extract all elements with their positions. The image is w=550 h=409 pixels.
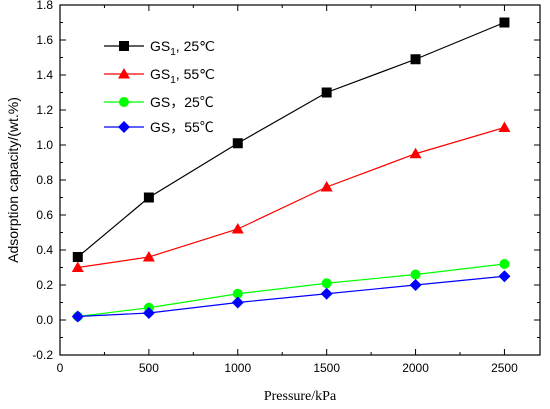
series-4: [71, 270, 511, 323]
data-point-diamond: [142, 307, 155, 319]
legend-item: GS，55℃: [104, 119, 214, 135]
y-tick-label: 1.0: [36, 138, 53, 152]
series-1: [72, 17, 510, 262]
legend-label: GS，25℃: [150, 94, 214, 110]
data-point-diamond: [320, 287, 333, 300]
data-point-diamond: [498, 270, 511, 283]
x-axis-title: Pressure/kPa: [264, 389, 337, 404]
data-point-diamond: [71, 310, 84, 323]
y-tick-label: 1.8: [36, 0, 53, 12]
data-point-triangle: [118, 68, 130, 79]
y-tick-label: 0.6: [36, 208, 53, 222]
y-tick-label: 0.4: [36, 243, 53, 257]
data-point-square: [499, 17, 510, 28]
x-tick-label: 500: [139, 361, 159, 375]
data-point-circle: [119, 97, 129, 107]
data-point-triangle: [409, 147, 422, 159]
x-tick-label: 1000: [224, 361, 251, 375]
data-point-triangle: [71, 261, 84, 272]
legend-label: GS1, 55℃: [150, 66, 215, 86]
data-point-diamond: [118, 121, 130, 133]
legend: GS1, 25℃ GS1, 55℃ GS，25℃ GS，55℃: [104, 38, 215, 135]
legend-item: GS1, 25℃: [104, 38, 215, 58]
data-point-square: [410, 54, 421, 65]
data-point-triangle: [320, 181, 333, 192]
data-point-circle: [321, 278, 332, 289]
y-tick-label: 0.8: [36, 173, 53, 187]
data-point-circle: [499, 259, 510, 269]
legend-item: GS1, 55℃: [104, 66, 215, 86]
data-point-square: [321, 87, 332, 98]
legend-label: GS1, 25℃: [150, 38, 215, 58]
data-point-triangle: [231, 223, 244, 234]
data-point-circle: [232, 288, 243, 299]
x-tick-label: 0: [57, 361, 64, 375]
axis-ticks: 0 500 1000 1500 2000 2500 -0.2 0.0 0.2 0.4 0.6 0.8 1…: [32, 0, 540, 375]
data-point-square: [72, 252, 83, 262]
data-point-diamond: [409, 279, 422, 291]
series-line: [77, 275, 505, 318]
y-tick-label: 0.2: [36, 278, 53, 292]
data-point-square: [143, 192, 154, 203]
legend-item: GS，25℃: [104, 94, 214, 110]
legend-label: GS，55℃: [150, 119, 214, 135]
series-layer: [71, 17, 511, 323]
y-tick-label: 0.0: [36, 313, 53, 327]
series-2: [71, 121, 511, 272]
x-tick-label: 2000: [402, 361, 429, 375]
y-tick-label: -0.2: [32, 348, 53, 362]
x-tick-label: 1500: [313, 361, 340, 375]
series-line: [77, 263, 505, 318]
plot-frame: [59, 4, 541, 356]
data-point-circle: [410, 269, 421, 280]
series-line: [77, 126, 505, 269]
y-tick-label: 1.4: [36, 68, 53, 82]
data-point-square: [232, 138, 243, 149]
data-point-square: [119, 41, 129, 51]
data-point-triangle: [142, 251, 155, 262]
y-tick-label: 1.6: [36, 33, 53, 47]
x-tick-label: 2500: [491, 361, 518, 375]
series-line: [77, 21, 505, 258]
y-axis-title: Adsorption capacity/(wt.%): [5, 97, 21, 263]
y-tick-label: 1.2: [36, 103, 53, 117]
data-point-diamond: [231, 296, 244, 309]
data-point-triangle: [498, 121, 511, 132]
series-3: [72, 259, 510, 322]
